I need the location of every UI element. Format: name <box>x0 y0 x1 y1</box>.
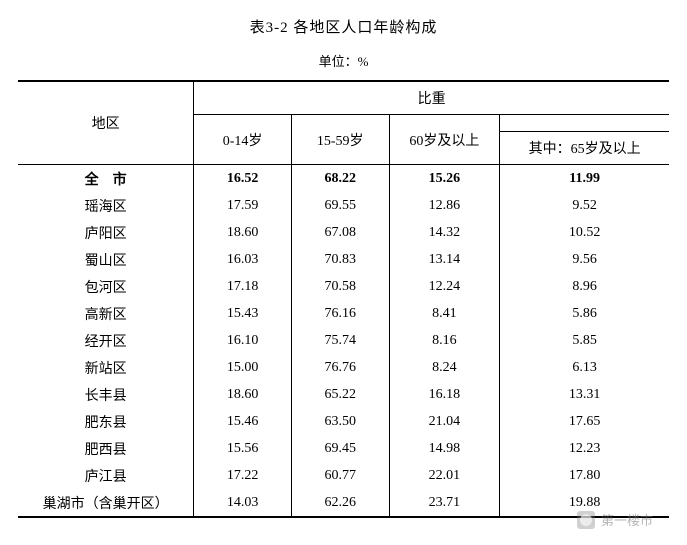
cell-value: 21.04 <box>389 408 500 435</box>
cell-value: 12.23 <box>500 435 669 462</box>
region-label: 庐江县 <box>18 462 194 489</box>
cell-value: 69.55 <box>291 192 389 219</box>
region-label: 全市 <box>71 173 141 188</box>
table-title: 表3-2 各地区人口年龄构成 <box>18 16 669 37</box>
cell-value: 22.01 <box>389 462 500 489</box>
region-label: 高新区 <box>18 300 194 327</box>
cell-value: 62.26 <box>291 489 389 517</box>
cell-value: 8.24 <box>389 354 500 381</box>
region-label: 蜀山区 <box>18 246 194 273</box>
table-row: 包河区17.1870.5812.248.96 <box>18 273 669 300</box>
cell-value: 15.56 <box>194 435 292 462</box>
col-header-spacer <box>500 115 669 132</box>
cell-value: 75.74 <box>291 327 389 354</box>
region-label: 庐阳区 <box>18 219 194 246</box>
region-label: 经开区 <box>18 327 194 354</box>
table-row: 高新区15.4376.168.415.86 <box>18 300 669 327</box>
cell-value: 10.52 <box>500 219 669 246</box>
age-composition-table: 地区 比重 0-14岁 15-59岁 60岁及以上 其中：65岁及以上 全市 1… <box>18 80 669 518</box>
cell-value: 76.76 <box>291 354 389 381</box>
cell-value: 68.22 <box>291 165 389 193</box>
table-row: 蜀山区16.0370.8313.149.56 <box>18 246 669 273</box>
region-label: 包河区 <box>18 273 194 300</box>
table-row: 庐江县17.2260.7722.0117.80 <box>18 462 669 489</box>
col-header-age60plus: 60岁及以上 <box>389 115 500 165</box>
cell-value: 63.50 <box>291 408 389 435</box>
cell-value: 8.16 <box>389 327 500 354</box>
cell-value: 9.56 <box>500 246 669 273</box>
cell-value: 16.10 <box>194 327 292 354</box>
cell-value: 8.41 <box>389 300 500 327</box>
cell-value: 60.77 <box>291 462 389 489</box>
cell-value: 12.24 <box>389 273 500 300</box>
table-row: 肥东县15.4663.5021.0417.65 <box>18 408 669 435</box>
table-row: 长丰县18.6065.2216.1813.31 <box>18 381 669 408</box>
cell-value: 23.71 <box>389 489 500 517</box>
cell-value: 11.99 <box>500 165 669 193</box>
cell-value: 17.22 <box>194 462 292 489</box>
table-row: 新站区15.0076.768.246.13 <box>18 354 669 381</box>
cell-value: 13.31 <box>500 381 669 408</box>
table-unit: 单位：% <box>18 51 669 70</box>
table-row: 庐阳区18.6067.0814.3210.52 <box>18 219 669 246</box>
cell-value: 8.96 <box>500 273 669 300</box>
col-header-region: 地区 <box>18 81 194 165</box>
cell-value: 13.14 <box>389 246 500 273</box>
cell-value: 16.03 <box>194 246 292 273</box>
cell-value: 18.60 <box>194 381 292 408</box>
cell-value: 14.03 <box>194 489 292 517</box>
table-row: 瑶海区17.5969.5512.869.52 <box>18 192 669 219</box>
cell-value: 5.86 <box>500 300 669 327</box>
region-label: 长丰县 <box>18 381 194 408</box>
cell-value: 67.08 <box>291 219 389 246</box>
region-label: 瑶海区 <box>18 192 194 219</box>
cell-value: 16.52 <box>194 165 292 193</box>
cell-value: 6.13 <box>500 354 669 381</box>
cell-value: 17.59 <box>194 192 292 219</box>
cell-value: 17.18 <box>194 273 292 300</box>
cell-value: 18.60 <box>194 219 292 246</box>
region-label: 肥西县 <box>18 435 194 462</box>
cell-value: 16.18 <box>389 381 500 408</box>
cell-value: 69.45 <box>291 435 389 462</box>
cell-value: 70.83 <box>291 246 389 273</box>
cell-value: 15.00 <box>194 354 292 381</box>
cell-value: 17.80 <box>500 462 669 489</box>
cell-value: 15.46 <box>194 408 292 435</box>
region-label: 新站区 <box>18 354 194 381</box>
cell-value: 15.43 <box>194 300 292 327</box>
cell-value: 5.85 <box>500 327 669 354</box>
cell-value: 15.26 <box>389 165 500 193</box>
cell-value: 12.86 <box>389 192 500 219</box>
col-header-age15-59: 15-59岁 <box>291 115 389 165</box>
cell-value: 76.16 <box>291 300 389 327</box>
col-header-proportion: 比重 <box>194 81 669 115</box>
table-row: 肥西县15.5669.4514.9812.23 <box>18 435 669 462</box>
cell-value: 70.58 <box>291 273 389 300</box>
table-row-city: 全市 16.52 68.22 15.26 11.99 <box>18 165 669 193</box>
cell-value: 14.32 <box>389 219 500 246</box>
table-row: 经开区16.1075.748.165.85 <box>18 327 669 354</box>
cell-value: 17.65 <box>500 408 669 435</box>
cell-value: 65.22 <box>291 381 389 408</box>
region-label: 巢湖市（含巢开区） <box>18 489 194 517</box>
table-row: 巢湖市（含巢开区）14.0362.2623.7119.88 <box>18 489 669 517</box>
cell-value: 14.98 <box>389 435 500 462</box>
cell-value: 9.52 <box>500 192 669 219</box>
col-header-age0-14: 0-14岁 <box>194 115 292 165</box>
region-label: 肥东县 <box>18 408 194 435</box>
col-header-age65plus: 其中：65岁及以上 <box>500 132 669 165</box>
cell-value: 19.88 <box>500 489 669 517</box>
